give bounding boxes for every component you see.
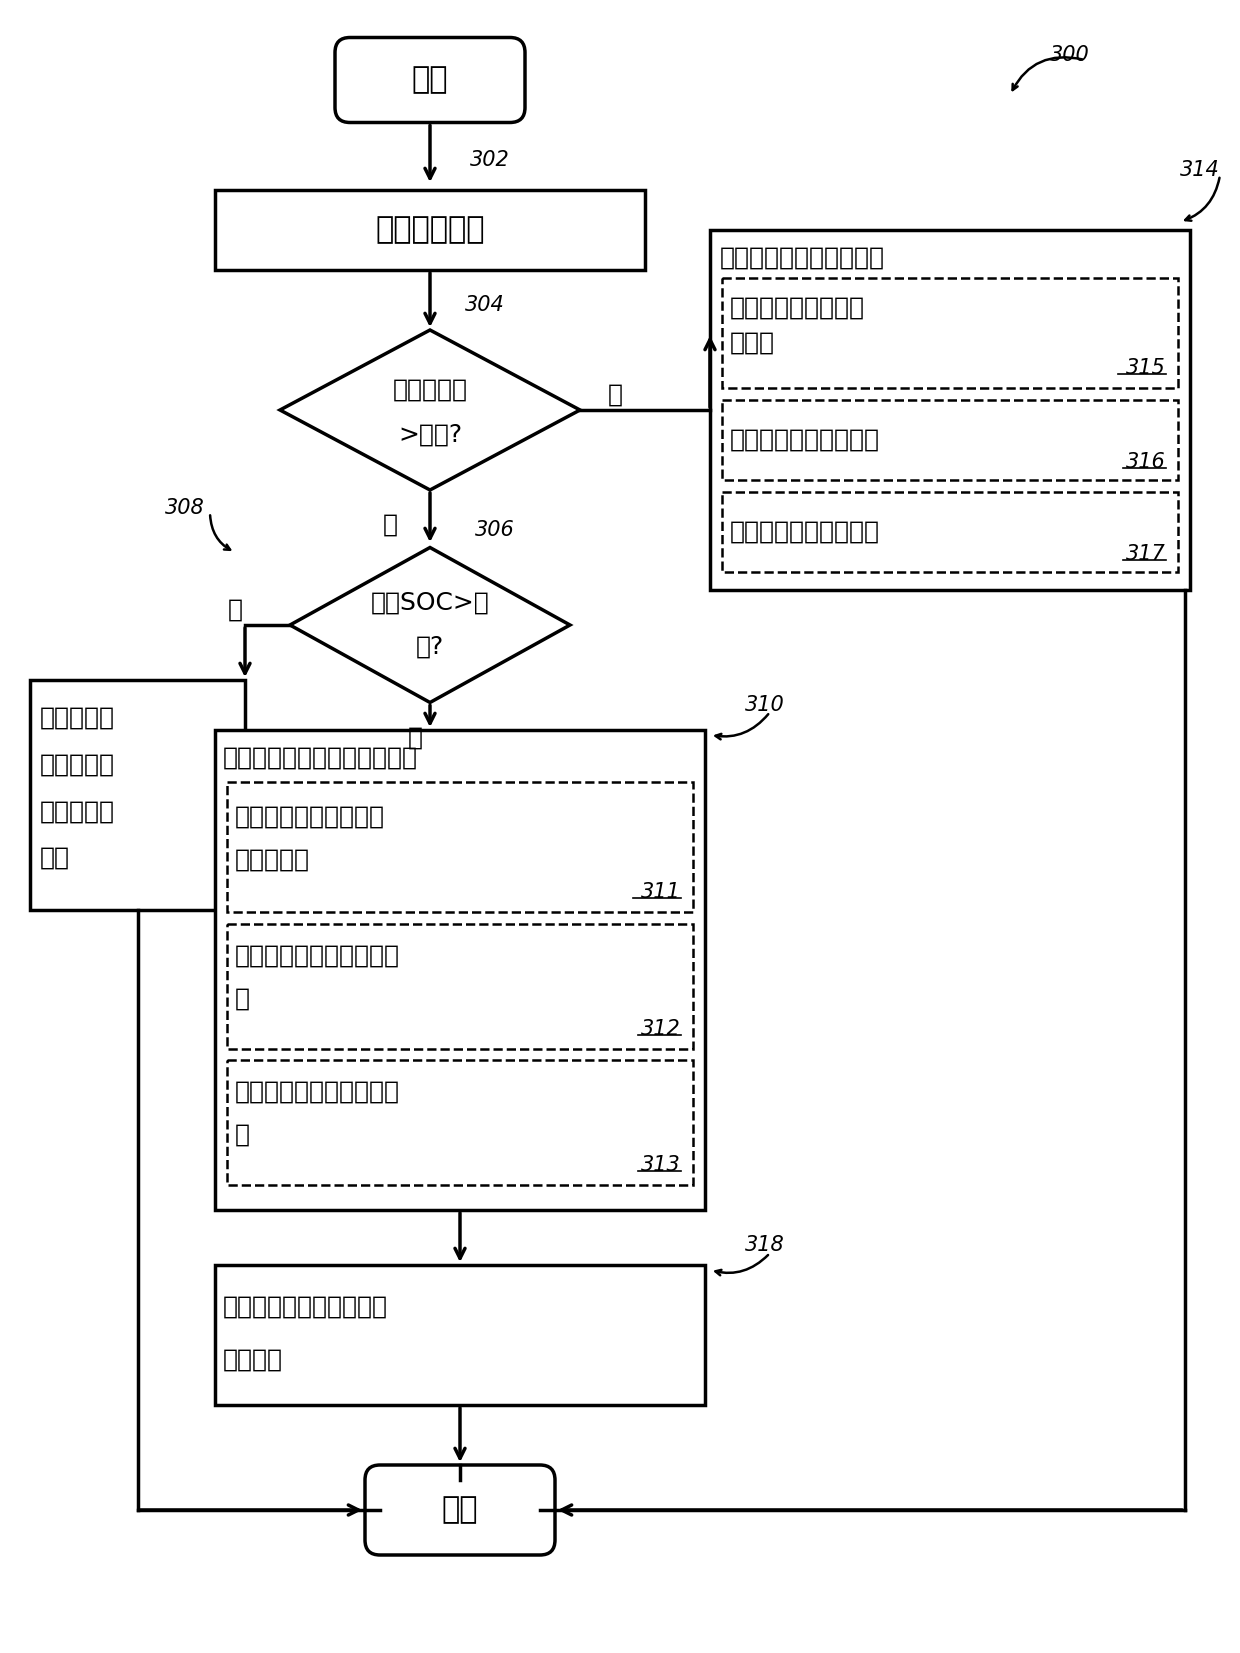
Text: 312: 312 bbox=[641, 1018, 681, 1040]
Text: 进剂的燃料: 进剂的燃料 bbox=[236, 848, 310, 873]
Text: 318: 318 bbox=[745, 1235, 785, 1255]
Text: 在发动机操作期间给马达: 在发动机操作期间给马达 bbox=[223, 1294, 388, 1319]
Text: 使用奥托循环火花正时: 使用奥托循环火花正时 bbox=[730, 521, 880, 544]
Text: 电池充电: 电池充电 bbox=[223, 1347, 283, 1372]
Text: 使用没有添加辛烷值促: 使用没有添加辛烷值促 bbox=[236, 805, 384, 830]
Text: 使用奥托循环操作发动机: 使用奥托循环操作发动机 bbox=[720, 246, 885, 269]
Text: 306: 306 bbox=[475, 521, 515, 541]
Text: 使用阿特金森循环操作发动机: 使用阿特金森循环操作发动机 bbox=[223, 746, 418, 770]
Text: 到燃料: 到燃料 bbox=[730, 331, 775, 355]
Text: 308: 308 bbox=[165, 498, 205, 517]
Text: 315: 315 bbox=[1126, 359, 1166, 379]
Text: 是: 是 bbox=[608, 383, 622, 407]
Text: 电池SOC>阀: 电池SOC>阀 bbox=[371, 592, 490, 615]
Text: >阀值?: >阀值? bbox=[398, 423, 463, 446]
Text: 时: 时 bbox=[236, 1122, 250, 1147]
Text: 扔矩: 扔矩 bbox=[40, 846, 69, 869]
FancyBboxPatch shape bbox=[365, 1465, 556, 1555]
Text: 314: 314 bbox=[1180, 160, 1220, 180]
Bar bbox=[711, 230, 1190, 590]
Text: 317: 317 bbox=[1126, 544, 1166, 564]
Text: 使用奥托循环气门正时: 使用奥托循环气门正时 bbox=[730, 428, 880, 451]
Text: 否: 否 bbox=[408, 726, 423, 749]
Bar bbox=[227, 782, 693, 912]
Text: 输送期望的: 输送期望的 bbox=[40, 800, 115, 823]
Bar bbox=[722, 400, 1178, 479]
Text: 否: 否 bbox=[382, 512, 398, 537]
Text: 停用发动机: 停用发动机 bbox=[40, 706, 115, 731]
Text: 311: 311 bbox=[641, 883, 681, 903]
FancyBboxPatch shape bbox=[335, 38, 525, 122]
Text: 是: 是 bbox=[227, 598, 243, 622]
Bar bbox=[722, 493, 1178, 572]
Bar bbox=[215, 190, 645, 269]
Bar bbox=[215, 1265, 706, 1405]
Bar bbox=[227, 924, 693, 1050]
Text: 304: 304 bbox=[465, 294, 505, 316]
Text: 值?: 值? bbox=[415, 635, 444, 660]
Bar bbox=[30, 679, 246, 911]
Text: 使用阿特金森循环气门正: 使用阿特金森循环气门正 bbox=[236, 944, 401, 969]
Text: 估计车辆工况: 估计车辆工况 bbox=[376, 215, 485, 245]
Text: 使用阿特金森循环火花正: 使用阿特金森循环火花正 bbox=[236, 1079, 401, 1104]
Bar bbox=[722, 278, 1178, 388]
Text: 316: 316 bbox=[1126, 451, 1166, 473]
Text: 310: 310 bbox=[745, 694, 785, 716]
Bar bbox=[215, 731, 706, 1210]
Text: 结束: 结束 bbox=[441, 1496, 479, 1524]
Text: 313: 313 bbox=[641, 1155, 681, 1175]
Text: 302: 302 bbox=[470, 150, 510, 170]
Text: 300: 300 bbox=[1050, 45, 1090, 64]
Bar bbox=[227, 1060, 693, 1185]
Text: 开始: 开始 bbox=[412, 66, 448, 94]
Text: 并使用马达: 并使用马达 bbox=[40, 754, 115, 777]
Text: 期望的扔矩: 期望的扔矩 bbox=[393, 379, 467, 402]
Text: 时: 时 bbox=[236, 987, 250, 1012]
Text: 将辛烷值促进剂喷射: 将辛烷值促进剂喷射 bbox=[730, 296, 866, 321]
